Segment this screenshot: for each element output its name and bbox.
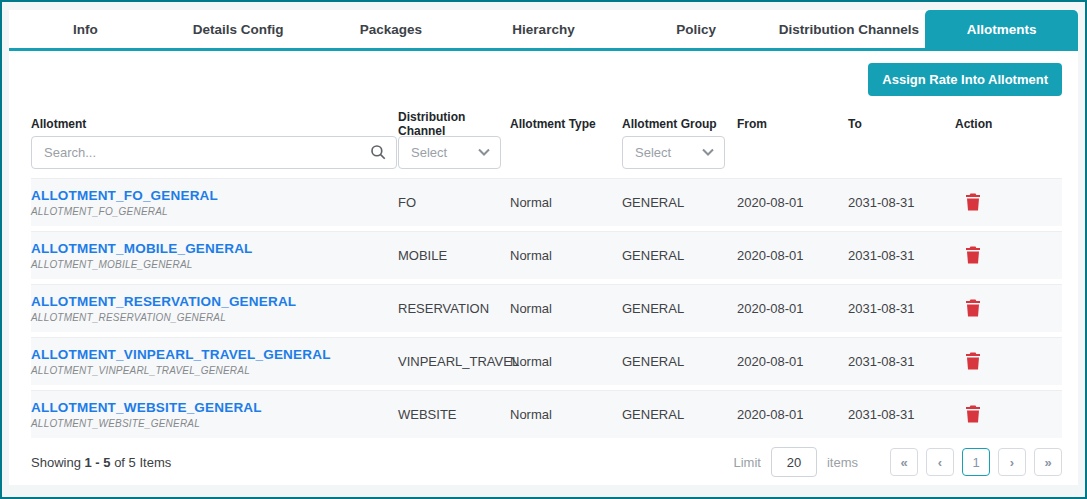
toolbar: Assign Rate Into Allotment [31, 51, 1062, 96]
col-header-allotment: Allotment [31, 117, 398, 131]
allotment-link[interactable]: ALLOTMENT_FO_GENERAL [31, 188, 398, 203]
trash-icon [965, 193, 981, 211]
tab-policy[interactable]: Policy [620, 10, 773, 48]
allotment-code: ALLOTMENT_FO_GENERAL [31, 206, 398, 217]
first-page-button[interactable]: « [890, 448, 918, 476]
showing-prefix: Showing [31, 455, 81, 470]
chevron-down-icon [478, 148, 490, 156]
delete-button[interactable] [963, 350, 983, 372]
distribution-channel-select-value: Select [411, 145, 447, 160]
cell-to: 2031-08-31 [848, 248, 955, 263]
table-row: ALLOTMENT_WEBSITE_GENERAL ALLOTMENT_WEBS… [31, 390, 1062, 438]
cell-allotment-type: Normal [510, 248, 622, 263]
allotments-window: Info Details Config Packages Hierarchy P… [0, 0, 1087, 499]
table-row: ALLOTMENT_VINPEARL_TRAVEL_GENERAL ALLOTM… [31, 337, 1062, 385]
table-row: ALLOTMENT_FO_GENERAL ALLOTMENT_FO_GENERA… [31, 178, 1062, 226]
cell-to: 2031-08-31 [848, 195, 955, 210]
last-page-button[interactable]: » [1034, 448, 1062, 476]
showing-suffix: of 5 Items [114, 455, 171, 470]
tab-packages[interactable]: Packages [314, 10, 467, 48]
col-header-action: Action [955, 117, 1062, 131]
tab-hierarchy[interactable]: Hierarchy [467, 10, 620, 48]
chevron-down-icon [702, 148, 714, 156]
cell-to: 2031-08-31 [848, 301, 955, 316]
cell-distribution-channel: VINPEARL_TRAVEL [398, 354, 510, 369]
showing-range: 1 - 5 [85, 455, 111, 470]
col-header-to: To [848, 117, 955, 131]
table-row: ALLOTMENT_RESERVATION_GENERAL ALLOTMENT_… [31, 284, 1062, 332]
allotment-group-select[interactable]: Select [622, 136, 725, 169]
cell-allotment-group: GENERAL [622, 407, 737, 422]
cell-allotment-type: Normal [510, 354, 622, 369]
trash-icon [965, 405, 981, 423]
delete-button[interactable] [963, 403, 983, 425]
tab-bar: Info Details Config Packages Hierarchy P… [9, 10, 1078, 48]
col-header-allotment-type: Allotment Type [510, 117, 622, 131]
cell-from: 2020-08-01 [737, 354, 848, 369]
search-input[interactable] [31, 136, 397, 169]
allotment-code: ALLOTMENT_RESERVATION_GENERAL [31, 312, 398, 323]
allotment-code: ALLOTMENT_WEBSITE_GENERAL [31, 418, 398, 429]
tab-allotments[interactable]: Allotments [925, 10, 1078, 48]
trash-icon [965, 352, 981, 370]
cell-distribution-channel: RESERVATION [398, 301, 510, 316]
tab-distribution-channels[interactable]: Distribution Channels [773, 10, 926, 48]
table-body: ALLOTMENT_FO_GENERAL ALLOTMENT_FO_GENERA… [31, 178, 1062, 438]
cell-distribution-channel: WEBSITE [398, 407, 510, 422]
trash-icon [965, 299, 981, 317]
allotment-link[interactable]: ALLOTMENT_VINPEARL_TRAVEL_GENERAL [31, 347, 398, 362]
cell-from: 2020-08-01 [737, 407, 848, 422]
allotments-panel: Assign Rate Into Allotment Allotment Dis… [9, 51, 1078, 485]
allotment-group-select-value: Select [635, 145, 671, 160]
allotment-link[interactable]: ALLOTMENT_MOBILE_GENERAL [31, 241, 398, 256]
pagination-controls: Limit items « ‹ 1 › » [733, 447, 1062, 477]
trash-icon [965, 246, 981, 264]
cell-allotment-group: GENERAL [622, 248, 737, 263]
table-footer: Showing 1 - 5 of 5 Items Limit items « ‹… [31, 443, 1062, 481]
tab-info[interactable]: Info [9, 10, 162, 48]
tab-details-config[interactable]: Details Config [162, 10, 315, 48]
allotment-code: ALLOTMENT_MOBILE_GENERAL [31, 259, 398, 270]
col-header-from: From [737, 117, 848, 131]
cell-allotment-group: GENERAL [622, 301, 737, 316]
showing-summary: Showing 1 - 5 of 5 Items [31, 455, 171, 470]
delete-button[interactable] [963, 297, 983, 319]
col-header-distribution-channel: Distribution Channel [398, 110, 510, 138]
limit-input[interactable] [771, 447, 817, 477]
allotment-link[interactable]: ALLOTMENT_WEBSITE_GENERAL [31, 400, 398, 415]
delete-button[interactable] [963, 244, 983, 266]
assign-rate-button[interactable]: Assign Rate Into Allotment [868, 63, 1062, 96]
cell-allotment-group: GENERAL [622, 354, 737, 369]
allotment-code: ALLOTMENT_VINPEARL_TRAVEL_GENERAL [31, 365, 398, 376]
cell-allotment-type: Normal [510, 407, 622, 422]
table-row: ALLOTMENT_MOBILE_GENERAL ALLOTMENT_MOBIL… [31, 231, 1062, 279]
cell-from: 2020-08-01 [737, 195, 848, 210]
delete-button[interactable] [963, 191, 983, 213]
cell-from: 2020-08-01 [737, 301, 848, 316]
cell-distribution-channel: MOBILE [398, 248, 510, 263]
items-label: items [827, 455, 858, 470]
table-header-row: Allotment Distribution Channel Allotment… [31, 110, 1062, 128]
current-page-button[interactable]: 1 [962, 448, 990, 476]
prev-page-button[interactable]: ‹ [926, 448, 954, 476]
pager: « ‹ 1 › » [890, 448, 1062, 476]
allotment-link[interactable]: ALLOTMENT_RESERVATION_GENERAL [31, 294, 398, 309]
table-filter-row: Select Select [31, 135, 1062, 169]
col-header-allotment-group: Allotment Group [622, 117, 737, 131]
cell-allotment-type: Normal [510, 195, 622, 210]
next-page-button[interactable]: › [998, 448, 1026, 476]
cell-distribution-channel: FO [398, 195, 510, 210]
cell-allotment-type: Normal [510, 301, 622, 316]
allotment-search [31, 136, 397, 169]
limit-label: Limit [733, 455, 760, 470]
cell-to: 2031-08-31 [848, 407, 955, 422]
cell-to: 2031-08-31 [848, 354, 955, 369]
cell-from: 2020-08-01 [737, 248, 848, 263]
distribution-channel-select[interactable]: Select [398, 136, 501, 169]
cell-allotment-group: GENERAL [622, 195, 737, 210]
search-icon [369, 143, 387, 161]
